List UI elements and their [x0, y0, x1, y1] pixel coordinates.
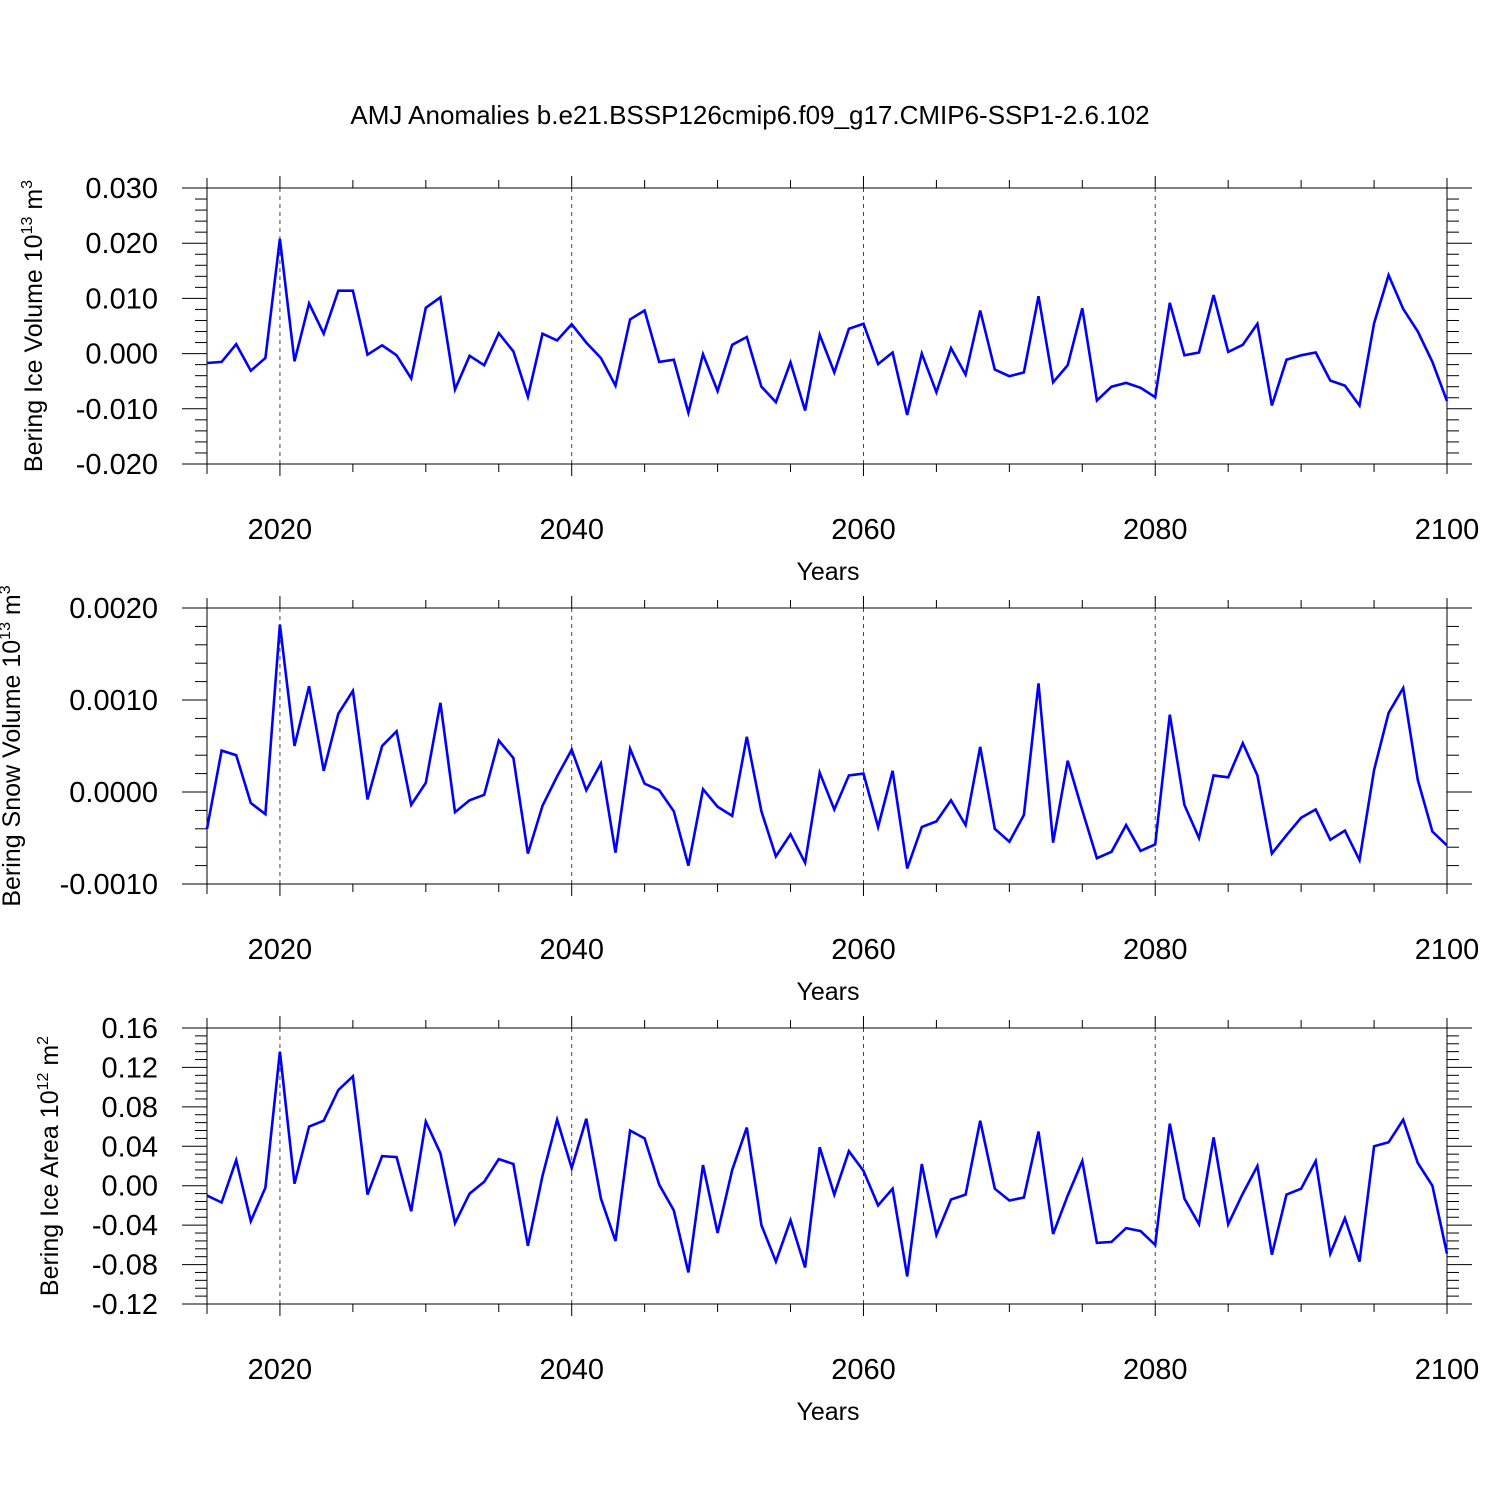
- y-ticks: -0.0010 0.0000 0.0010 0.0020: [60, 593, 1472, 901]
- y-tick-label: 0.04: [102, 1131, 158, 1163]
- x-tick-label: 2020: [248, 934, 313, 966]
- y-tick-label: 0.000: [85, 339, 158, 371]
- x-tick-label: 2040: [539, 1354, 604, 1386]
- x-tick-label: 2040: [539, 934, 604, 966]
- x-tick-label: 2060: [831, 934, 896, 966]
- x-ticks: 2020 2040 2060 2080 2100: [248, 1016, 1480, 1386]
- chart-panel-2: 2020 2040 2060 2080 2100 -0.0010 0.0000 0.0010 0…: [0, 585, 1479, 1006]
- x-tick-label: 2040: [539, 514, 604, 546]
- y-tick-label: -0.12: [92, 1289, 158, 1321]
- y-tick-label: 0.16: [102, 1013, 158, 1045]
- grid-lines: [279, 608, 1156, 884]
- x-tick-label: 2020: [248, 514, 313, 546]
- x-tick-label: 2100: [1415, 1354, 1480, 1386]
- panels: 2020 2040 2060 2080 2100 -0.020 -0.010 0.000 0.0…: [0, 173, 1479, 1426]
- series-line: [206, 238, 1449, 418]
- y-tick-label: 0.0020: [69, 593, 158, 625]
- x-tick-label: 2060: [831, 1354, 896, 1386]
- series-line: [205, 624, 1448, 869]
- x-tick-label: 2100: [1415, 514, 1480, 546]
- y-tick-label: 0.020: [85, 228, 158, 260]
- chart-panel-3: 2020 2040 2060 2080 2100 -0.12 -0.08 -0.04 0.00 0…: [35, 1013, 1479, 1426]
- x-axis-label: Years: [796, 1398, 859, 1426]
- x-axis-label: Years: [796, 978, 859, 1006]
- x-tick-label: 2100: [1415, 934, 1480, 966]
- x-tick-label: 2060: [831, 514, 896, 546]
- x-tick-label: 2080: [1123, 934, 1188, 966]
- x-tick-label: 2020: [248, 1354, 313, 1386]
- figure-title: AMJ Anomalies b.e21.BSSP126cmip6.f09_g17…: [350, 100, 1149, 130]
- y-tick-label: 0.0010: [69, 685, 158, 717]
- chart-panel-1: 2020 2040 2060 2080 2100 -0.020 -0.010 0.000 0.0…: [19, 173, 1479, 586]
- grid-lines: [279, 1028, 1156, 1304]
- y-tick-label: 0.0000: [69, 777, 158, 809]
- y-tick-label: -0.08: [92, 1250, 158, 1282]
- y-axis-label: Bering Snow Volume 1013 m3: [0, 585, 26, 906]
- y-axis-label: Bering Ice Volume 1013 m3: [19, 180, 48, 472]
- series-line: [206, 1051, 1449, 1277]
- grid-lines: [279, 188, 1156, 464]
- x-tick-label: 2080: [1123, 1354, 1188, 1386]
- x-ticks: 2020 2040 2060 2080 2100: [248, 596, 1480, 966]
- y-tick-label: -0.0010: [60, 869, 158, 901]
- y-tick-label: 0.010: [85, 283, 158, 315]
- y-tick-label: -0.04: [92, 1210, 158, 1242]
- x-ticks: 2020 2040 2060 2080 2100: [248, 176, 1480, 546]
- y-tick-label: 0.12: [102, 1052, 158, 1084]
- y-tick-label: 0.030: [85, 173, 158, 205]
- y-tick-label: 0.00: [102, 1171, 158, 1203]
- y-tick-label: -0.010: [76, 394, 158, 426]
- y-ticks: -0.12 -0.08 -0.04 0.00 0.04 0.08 0.12 0.16: [92, 1013, 1472, 1321]
- y-tick-label: 0.08: [102, 1092, 158, 1124]
- y-tick-label: -0.020: [76, 449, 158, 481]
- x-tick-label: 2080: [1123, 514, 1188, 546]
- y-axis-label: Bering Ice Area 1012 m2: [35, 1036, 64, 1296]
- x-axis-label: Years: [796, 558, 859, 586]
- y-ticks: -0.020 -0.010 0.000 0.010 0.020 0.030: [76, 173, 1472, 481]
